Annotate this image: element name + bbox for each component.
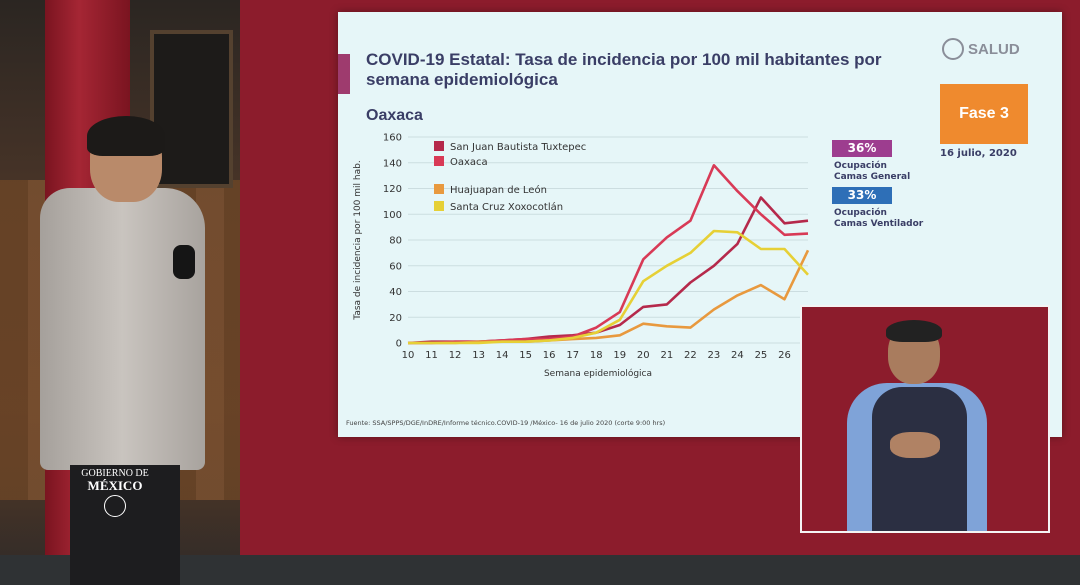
legend-swatch-3 — [434, 201, 444, 211]
interpreter-vest — [872, 387, 967, 531]
salud-logo: SALUD — [942, 38, 1020, 60]
x-tick-label: 23 — [708, 350, 721, 361]
x-tick-label: 13 — [472, 350, 485, 361]
y-tick-label: 40 — [389, 287, 402, 298]
x-tick-label: 20 — [637, 350, 650, 361]
ventilator-beds-label-line1: Ocupación — [834, 208, 887, 218]
x-tick-label: 12 — [449, 350, 462, 361]
ventilator-beds-label-line2: Camas Ventilador — [834, 219, 924, 229]
x-tick-label: 22 — [684, 350, 697, 361]
national-seal-icon — [104, 495, 126, 517]
x-tick-label: 14 — [496, 350, 509, 361]
legend-swatch-0 — [434, 141, 444, 151]
slide-date: 16 julio, 2020 — [940, 148, 1017, 159]
x-tick-label: 17 — [566, 350, 579, 361]
legend-swatch-1 — [434, 156, 444, 166]
general-beds-badge: 36% — [832, 140, 892, 157]
y-tick-label: 100 — [383, 210, 402, 221]
presenter-jacket — [40, 188, 205, 470]
y-tick-label: 20 — [389, 313, 402, 324]
title-accent-bar — [338, 54, 350, 94]
gobierno-de-mexico-logo: GOBIERNO DE MÉXICO — [80, 468, 150, 517]
slide-title: COVID-19 Estatal: Tasa de incidencia por… — [366, 50, 882, 89]
floor — [0, 555, 1080, 585]
salud-logo-text: SALUD — [968, 40, 1020, 58]
sign-language-interpreter-inset — [800, 305, 1050, 533]
y-tick-label: 60 — [389, 261, 402, 272]
legend-label-0: San Juan Bautista Tuxtepec — [450, 142, 586, 153]
x-axis-label: Semana epidemiológica — [544, 368, 652, 379]
y-tick-label: 160 — [383, 133, 402, 144]
legend-swatch-2 — [434, 184, 444, 194]
state-name: Oaxaca — [366, 107, 423, 124]
x-tick-label: 21 — [660, 350, 673, 361]
x-tick-label: 18 — [590, 350, 603, 361]
series-line-3 — [408, 229, 809, 345]
source-note: Fuente: SSA/SPPS/DGE/InDRE/Informe técni… — [346, 419, 666, 427]
interpreter-hands — [890, 432, 940, 458]
general-beds-label-line1: Ocupación — [834, 161, 887, 171]
legend-label-2: Huajuapan de León — [450, 184, 547, 196]
x-tick-label: 10 — [402, 350, 415, 361]
gov-logo-line1: GOBIERNO DE — [81, 468, 149, 479]
gov-logo-line2: MÉXICO — [87, 478, 143, 493]
general-beds-label-line2: Camas General — [834, 172, 911, 182]
ventilator-beds-label: Ocupación Camas Ventilador — [834, 208, 944, 230]
x-tick-label: 25 — [755, 350, 768, 361]
y-axis-label: Tasa de incidencia por 100 mil hab. — [353, 160, 363, 320]
salud-seal-icon — [942, 38, 964, 60]
incidence-line-chart: 0 20 40 60 80 100 120 140 160 10 11 12 13 14 15 16 17 18 1… — [353, 133, 810, 379]
general-beds-label: Ocupación Camas General — [834, 161, 944, 183]
presenter-pants — [70, 465, 180, 585]
presenter-hair — [87, 116, 165, 156]
presentation-screen: COVID-19 Estatal: Tasa de incidencia por… — [338, 12, 1062, 437]
x-tick-label: 15 — [519, 350, 532, 361]
phase-badge: Fase 3 — [940, 84, 1028, 144]
legend-label-3: Santa Cruz Xoxocotlán — [450, 201, 563, 213]
y-tick-label: 0 — [396, 339, 402, 350]
ventilator-beds-badge: 33% — [832, 187, 892, 204]
presenter — [40, 116, 220, 585]
legend-label-1: Oaxaca — [450, 157, 488, 168]
x-tick-label: 26 — [778, 350, 791, 361]
y-tick-label: 80 — [389, 236, 402, 247]
x-tick-label: 11 — [425, 350, 438, 361]
x-tick-label: 16 — [543, 350, 556, 361]
interpreter-hair — [886, 320, 942, 342]
x-tick-label: 24 — [731, 350, 744, 361]
y-tick-label: 140 — [383, 158, 402, 169]
microphone-icon — [173, 245, 195, 279]
background-window — [150, 30, 233, 188]
y-tick-label: 120 — [383, 184, 402, 195]
x-tick-label: 19 — [613, 350, 626, 361]
